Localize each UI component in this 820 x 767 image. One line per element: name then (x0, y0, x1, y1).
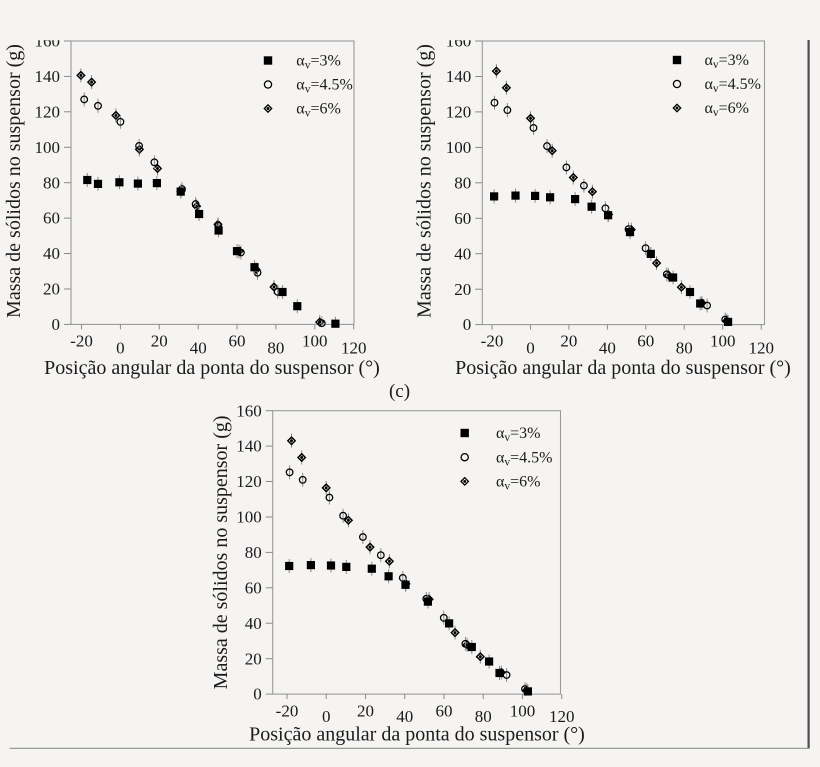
svg-text:20: 20 (454, 280, 471, 299)
svg-text:40: 40 (245, 614, 262, 633)
svg-text:100: 100 (35, 138, 61, 157)
svg-text:120: 120 (35, 102, 61, 121)
svg-text:100: 100 (302, 331, 328, 350)
svg-text:-20: -20 (70, 331, 93, 350)
svg-text:Massa de sólidos no suspensor: Massa de sólidos no suspensor (g) (414, 44, 436, 318)
svg-text:140: 140 (35, 67, 61, 86)
svg-text:60: 60 (436, 701, 453, 720)
svg-text:Posição angular da ponta do su: Posição angular da ponta do suspensor (°… (44, 357, 380, 379)
svg-text:αv=3%: αv=3% (705, 52, 750, 71)
svg-text:20: 20 (245, 649, 262, 668)
svg-text:20: 20 (560, 331, 577, 350)
svg-text:40: 40 (396, 707, 413, 726)
svg-text:0: 0 (322, 707, 331, 726)
svg-text:αv=3%: αv=3% (296, 53, 341, 72)
svg-text:0: 0 (526, 338, 535, 357)
svg-text:(c): (c) (389, 381, 410, 402)
svg-text:100: 100 (510, 701, 536, 720)
svg-text:80: 80 (676, 338, 693, 357)
svg-text:120: 120 (748, 338, 774, 357)
svg-text:20: 20 (151, 331, 168, 350)
svg-text:100: 100 (446, 138, 472, 157)
svg-text:Massa de sólidos no suspensor: Massa de sólidos no suspensor (g) (210, 415, 232, 689)
svg-text:160: 160 (35, 32, 61, 51)
svg-text:140: 140 (236, 437, 262, 456)
svg-text:80: 80 (267, 338, 284, 357)
svg-text:Posição angular da ponta do su: Posição angular da ponta do suspensor (°… (455, 357, 791, 379)
svg-text:80: 80 (475, 707, 492, 726)
svg-text:αv=3%: αv=3% (496, 425, 541, 444)
svg-text:Massa de sólidos no suspensor: Massa de sólidos no suspensor (g) (3, 44, 25, 318)
svg-text:60: 60 (229, 331, 246, 350)
svg-text:-20: -20 (481, 331, 504, 350)
svg-text:120: 120 (236, 472, 262, 491)
svg-text:80: 80 (43, 173, 60, 192)
svg-text:40: 40 (190, 338, 207, 357)
svg-text:αv=4.5%: αv=4.5% (705, 76, 762, 95)
svg-text:120: 120 (549, 707, 575, 726)
svg-text:60: 60 (454, 209, 471, 228)
svg-text:Posição angular da ponta do su: Posição angular da ponta do suspensor (°… (249, 724, 585, 746)
svg-text:120: 120 (446, 103, 472, 122)
svg-text:20: 20 (43, 280, 60, 299)
svg-text:60: 60 (637, 331, 654, 350)
svg-text:100: 100 (236, 508, 262, 527)
svg-text:140: 140 (446, 67, 472, 86)
svg-text:αv=6%: αv=6% (705, 100, 750, 119)
svg-text:160: 160 (236, 401, 262, 420)
svg-text:αv=6%: αv=6% (296, 101, 341, 120)
svg-text:40: 40 (43, 244, 60, 263)
svg-text:0: 0 (52, 315, 61, 334)
svg-text:0: 0 (116, 338, 125, 357)
svg-text:120: 120 (341, 338, 367, 357)
svg-text:160: 160 (446, 32, 472, 51)
svg-text:40: 40 (599, 338, 616, 357)
svg-text:-20: -20 (276, 701, 299, 720)
svg-text:αv=6%: αv=6% (496, 474, 541, 493)
svg-text:40: 40 (454, 244, 471, 263)
svg-text:60: 60 (43, 209, 60, 228)
svg-text:0: 0 (463, 315, 472, 334)
svg-text:αv=4.5%: αv=4.5% (496, 449, 553, 468)
svg-text:αv=4.5%: αv=4.5% (296, 77, 353, 96)
svg-text:0: 0 (253, 685, 262, 704)
svg-text:60: 60 (245, 578, 262, 597)
svg-text:100: 100 (710, 331, 736, 350)
svg-text:80: 80 (245, 543, 262, 562)
svg-text:80: 80 (454, 173, 471, 192)
svg-text:20: 20 (357, 701, 374, 720)
